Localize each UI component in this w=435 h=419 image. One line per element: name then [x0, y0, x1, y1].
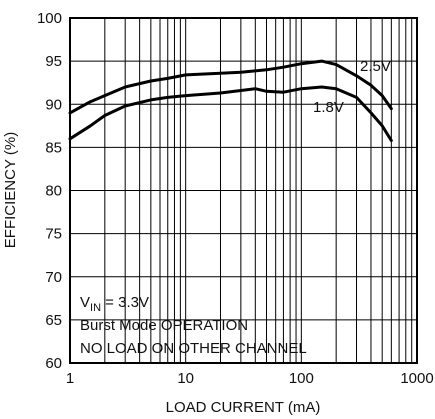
y-tick-label: 100 [37, 10, 62, 27]
series-label-1-8v: 1.8V [313, 99, 344, 116]
grid [70, 18, 417, 363]
x-tick-labels: 1 10 100 1000 [66, 370, 434, 387]
y-tick-label: 60 [45, 355, 62, 372]
y-tick-label: 90 [45, 96, 62, 113]
y-tick-label: 75 [45, 226, 62, 243]
y-tick-labels: 60 65 70 75 80 85 90 95 100 [37, 10, 62, 372]
y-tick-label: 85 [45, 139, 62, 156]
annotation-burst-mode: Burst Mode OPERATION [80, 317, 248, 334]
series-lines [68, 59, 393, 142]
x-tick-label: 1 [66, 370, 74, 387]
x-axis-label: LOAD CURRENT (mA) [166, 399, 321, 416]
y-tick-label: 80 [45, 183, 62, 200]
series-label-2-5v: 2.5V [360, 58, 391, 75]
y-tick-label: 70 [45, 269, 62, 286]
annotation-vin-value: = 3.3V [101, 294, 149, 311]
y-tick-label: 95 [45, 53, 62, 70]
annotation-vin: VIN = 3.3V [80, 294, 149, 314]
y-tick-label: 65 [45, 312, 62, 329]
x-tick-label: 100 [289, 370, 314, 387]
plot-frame [69, 17, 418, 364]
annotation-vin-prefix: V [80, 294, 90, 311]
series-line-0 [68, 59, 393, 115]
x-tick-label: 1000 [400, 370, 433, 387]
annotation-vin-subscript: IN [90, 302, 101, 314]
y-axis-label: EFFICIENCY (%) [2, 132, 19, 248]
x-tick-label: 10 [177, 370, 194, 387]
annotation-no-load: NO LOAD ON OTHER CHANNEL [80, 340, 307, 357]
series-line-1 [68, 85, 393, 142]
